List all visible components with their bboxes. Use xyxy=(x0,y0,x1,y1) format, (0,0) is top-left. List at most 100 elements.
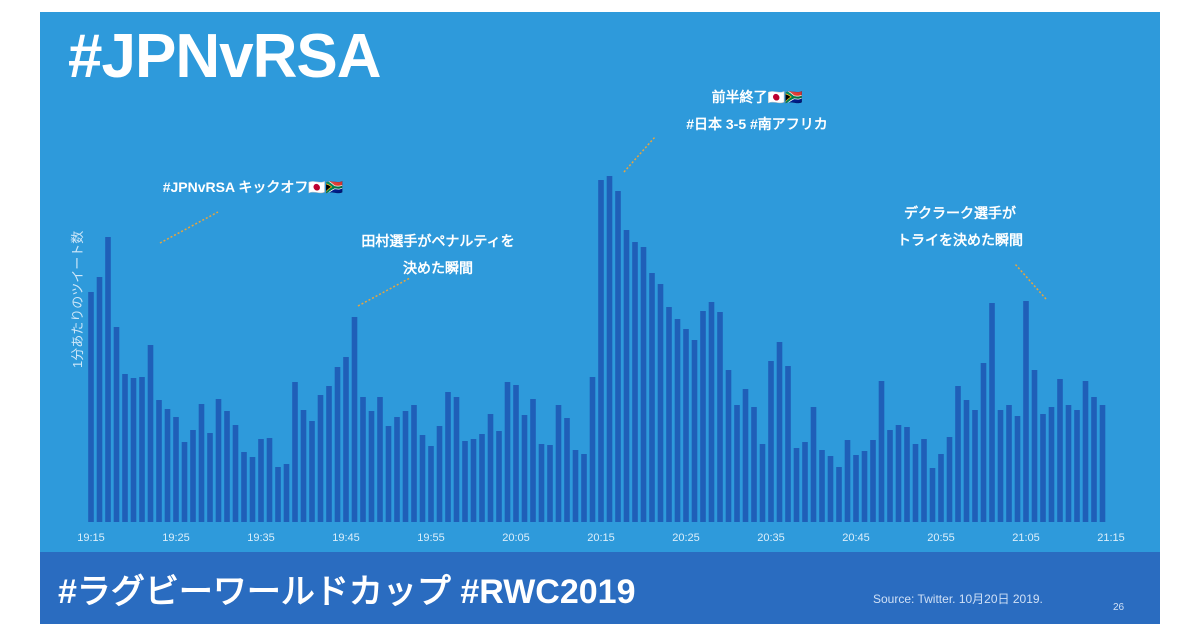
annotation-label: 田村選手がペナルティを xyxy=(361,233,514,249)
bar xyxy=(989,303,995,522)
bar xyxy=(904,427,910,522)
bar xyxy=(513,385,519,522)
annotation-leader-line xyxy=(623,136,656,173)
x-tick-label: 19:35 xyxy=(247,532,275,544)
bar xyxy=(615,191,621,522)
x-tick-label: 19:15 xyxy=(77,532,105,544)
slide: #JPNvRSA 1分あたりのツイート数 19:15 19:25 19:35 19:4… xyxy=(40,12,1160,624)
bar xyxy=(139,377,145,522)
bar xyxy=(589,377,596,522)
bar xyxy=(88,292,94,522)
bar xyxy=(700,311,706,522)
x-axis-tick-labels: 19:15 19:25 19:35 19:45 19:55 20:05 20:15 20:25… xyxy=(77,532,1125,544)
page-title: #JPNvRSA xyxy=(68,22,381,91)
bar xyxy=(538,444,545,522)
bar xyxy=(581,454,587,522)
bar xyxy=(402,411,409,522)
bar xyxy=(819,450,825,522)
bar xyxy=(479,434,485,522)
bar xyxy=(606,176,613,522)
bar xyxy=(1048,407,1055,522)
bar xyxy=(190,430,196,522)
bar xyxy=(725,370,732,522)
bar xyxy=(1074,410,1080,522)
x-tick-label: 21:15 xyxy=(1097,532,1125,544)
bar xyxy=(768,361,774,522)
bar xyxy=(1040,414,1046,522)
annotation-leader-lines xyxy=(159,136,1047,307)
bar xyxy=(411,405,417,522)
bar xyxy=(759,444,766,522)
bar xyxy=(717,312,723,522)
bar xyxy=(207,433,213,522)
bar xyxy=(674,319,681,522)
bar xyxy=(1031,370,1038,522)
bar xyxy=(122,374,128,522)
bar xyxy=(1023,301,1029,522)
bar xyxy=(572,450,579,522)
bar xyxy=(683,329,689,522)
bar xyxy=(1014,416,1021,522)
footer-bar: #ラグビーワールドカップ #RWC2019 Source: Twitter. 1… xyxy=(40,552,1160,624)
bar xyxy=(1006,405,1012,522)
bar xyxy=(147,345,154,522)
bar xyxy=(980,363,987,522)
bar xyxy=(105,237,111,522)
bar xyxy=(946,437,953,522)
bar xyxy=(419,435,426,522)
bar xyxy=(878,381,885,522)
bar xyxy=(394,417,400,522)
bar xyxy=(530,399,536,522)
x-tick-label: 20:25 xyxy=(672,532,700,544)
bar xyxy=(156,400,162,522)
bar xyxy=(912,444,919,522)
bar xyxy=(1057,379,1063,522)
bar xyxy=(810,407,817,522)
bar xyxy=(870,440,876,522)
bar xyxy=(360,397,366,522)
bar xyxy=(547,445,553,522)
bar xyxy=(1065,405,1072,522)
bar xyxy=(955,386,961,522)
tweets-per-minute-bar-chart: 19:15 19:25 19:35 19:45 19:55 20:05 20:15 20:25… xyxy=(77,89,1125,544)
bar xyxy=(504,382,511,522)
bar xyxy=(708,302,715,522)
bar xyxy=(827,456,834,522)
bar xyxy=(836,467,842,522)
bar xyxy=(275,467,281,522)
annotation-label: 前半終了🇯🇵🇿🇦 xyxy=(712,89,803,105)
bar xyxy=(666,307,672,522)
bar xyxy=(326,386,332,522)
bar xyxy=(521,415,528,522)
x-tick-label: 19:25 xyxy=(162,532,190,544)
bar xyxy=(113,327,120,522)
bar xyxy=(895,425,902,522)
bar xyxy=(300,410,307,522)
bar xyxy=(445,392,451,522)
bar xyxy=(802,442,808,522)
bar xyxy=(181,442,188,522)
bar xyxy=(470,439,477,522)
x-tick-label: 19:55 xyxy=(417,532,445,544)
bar xyxy=(887,430,893,522)
annotation-label: #日本 3-5 #南アフリカ xyxy=(686,116,828,132)
bar xyxy=(198,404,205,522)
annotation-leader-line xyxy=(1014,263,1047,300)
annotation-leader-line xyxy=(357,277,411,307)
bar xyxy=(351,317,358,522)
bar xyxy=(742,389,749,522)
bar xyxy=(241,452,247,522)
bar xyxy=(496,431,502,522)
bar xyxy=(861,451,868,522)
bar xyxy=(428,446,434,522)
bar xyxy=(173,417,179,522)
bar xyxy=(453,397,460,522)
bar xyxy=(963,400,970,522)
annotation-leader-line xyxy=(159,211,219,244)
annotation-label: デクラーク選手が xyxy=(904,205,1017,221)
x-tick-label: 20:05 xyxy=(502,532,530,544)
bar xyxy=(776,342,783,522)
bar xyxy=(1099,405,1106,522)
bar xyxy=(368,411,375,522)
